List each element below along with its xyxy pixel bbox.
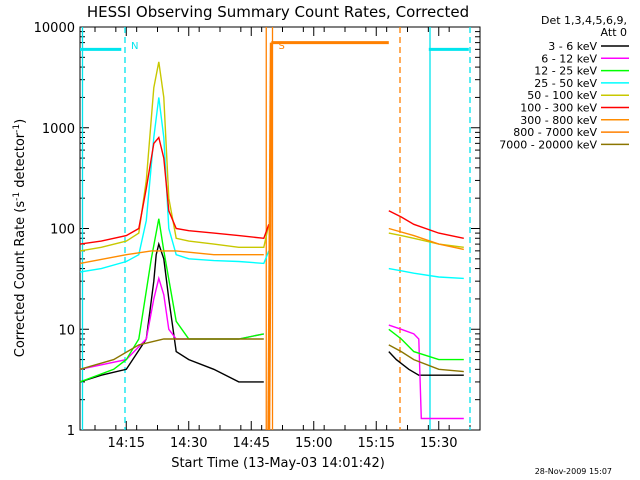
x-tick-label: 14:45: [233, 436, 270, 451]
chart-title: HESSI Observing Summary Count Rates, Cor…: [87, 3, 469, 21]
plot-area: 1 10 100 1000 10000 14:15 14:30 14:45 15:00 15:15…: [34, 21, 481, 451]
y-tick-label: 10: [58, 323, 75, 338]
y-tick-label: 1: [67, 424, 75, 439]
legend-label: 12 - 25 keV: [534, 65, 597, 78]
legend-label: 7000 - 20000 keV: [499, 138, 597, 151]
y-tick-label: 10000: [34, 21, 75, 36]
y-tick-label: 1000: [42, 122, 75, 137]
x-tick-label: 14:15: [108, 436, 145, 451]
series-line-6: [388, 227, 464, 251]
y-tick-label: 100: [50, 223, 75, 238]
series-line-0: [388, 351, 464, 376]
mode-marker-label: N: [131, 41, 138, 52]
legend-label: 100 - 300 keV: [520, 102, 597, 115]
x-axis-label: Start Time (13-May-03 14:01:42): [171, 456, 385, 471]
series-line-3: [79, 97, 270, 273]
legend-label: 50 - 100 keV: [527, 89, 597, 102]
series-line-8: [388, 344, 464, 373]
legend-label: 3 - 6 keV: [548, 40, 597, 53]
series-line-5: [388, 210, 464, 239]
legend-title: Att 0: [601, 26, 627, 39]
x-tick-label: 15:30: [420, 436, 457, 451]
legend-label: 800 - 7000 keV: [513, 126, 597, 139]
x-tick-label: 14:30: [170, 436, 207, 451]
legend-label: 6 - 12 keV: [541, 52, 597, 65]
series-line-2: [388, 328, 464, 361]
x-tick-label: 15:00: [295, 436, 332, 451]
x-tick-label: 15:15: [358, 436, 395, 451]
series-line-4: [79, 61, 270, 252]
series-line-1: [388, 324, 464, 420]
footer-timestamp: 28-Nov-2009 15:07: [535, 467, 612, 476]
y-axis-label: Corrected Count Rate (s-1 detector-1): [12, 119, 28, 357]
legend-label: 25 - 50 keV: [534, 77, 597, 90]
series-line-3: [388, 267, 464, 280]
series-line-5: [79, 135, 270, 245]
legend-title: Det 1,3,4,5,6,9,: [541, 14, 627, 27]
series-line-2: [79, 218, 264, 383]
series-line-8: [79, 338, 264, 370]
legend-label: 300 - 800 keV: [520, 114, 597, 127]
series-line-6: [79, 250, 264, 265]
series-line-7: [267, 42, 273, 431]
mode-marker-label: S: [279, 41, 285, 52]
